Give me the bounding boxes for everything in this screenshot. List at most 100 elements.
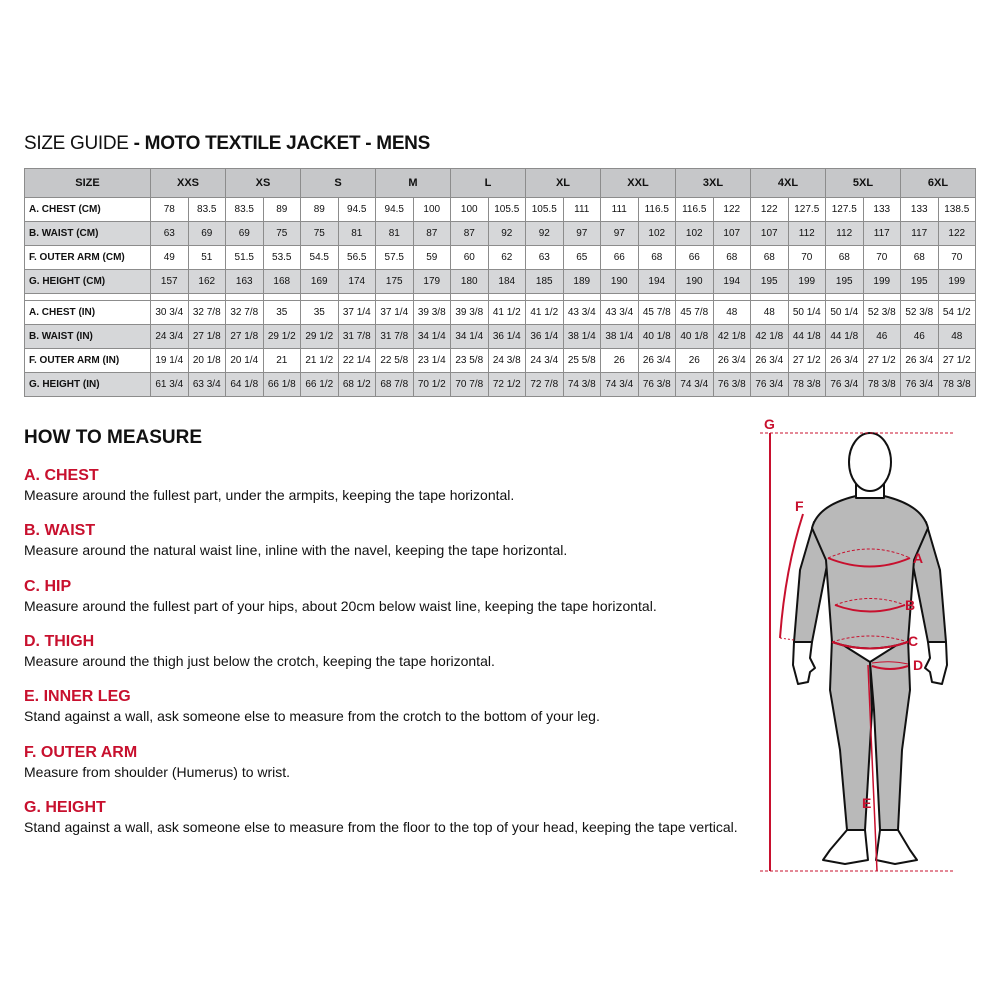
table-cell: 51.5 bbox=[225, 245, 264, 270]
table-cell: 162 bbox=[187, 269, 226, 294]
body-measurement-figure: G F A B C D E bbox=[760, 416, 955, 872]
table-cell: 46 bbox=[900, 324, 939, 349]
size-header-xxs: XXS bbox=[150, 168, 226, 198]
table-cell: 27 1/2 bbox=[937, 348, 976, 373]
table-cell: 102 bbox=[675, 221, 714, 246]
table-cell: 34 1/4 bbox=[450, 324, 489, 349]
measure-text: Measure from shoulder (Humerus) to wrist… bbox=[24, 763, 291, 780]
table-cell: 68 bbox=[637, 245, 676, 270]
measure-section: D. THIGH Measure around the thigh just be… bbox=[24, 633, 495, 670]
table-cell: 189 bbox=[562, 269, 601, 294]
table-cell: 94.5 bbox=[337, 197, 376, 222]
table-cell: 97 bbox=[600, 221, 639, 246]
table-cell: 89 bbox=[300, 197, 339, 222]
table-cell: 157 bbox=[150, 269, 189, 294]
table-cell: 78 3/8 bbox=[787, 372, 826, 397]
table-cell: 45 7/8 bbox=[637, 300, 676, 325]
size-header-6xl: 6XL bbox=[900, 168, 976, 198]
table-cell: 44 1/8 bbox=[825, 324, 864, 349]
table-cell: 22 5/8 bbox=[375, 348, 414, 373]
spacer-cell bbox=[937, 293, 976, 301]
table-cell: 26 3/4 bbox=[712, 348, 751, 373]
table-cell: 105.5 bbox=[487, 197, 526, 222]
measure-text: Measure around the natural waist line, i… bbox=[24, 542, 568, 559]
table-cell: 43 3/4 bbox=[562, 300, 601, 325]
size-header-s: S bbox=[300, 168, 376, 198]
table-cell: 32 7/8 bbox=[225, 300, 264, 325]
measure-title: E. INNER LEG bbox=[24, 688, 131, 706]
table-cell: 169 bbox=[300, 269, 339, 294]
table-cell: 69 bbox=[225, 221, 264, 246]
measure-title: D. THIGH bbox=[24, 632, 95, 650]
title-main: - MOTO TEXTILE JACKET - MENS bbox=[128, 133, 431, 154]
table-cell: 66 bbox=[600, 245, 639, 270]
table-cell: 39 3/8 bbox=[450, 300, 489, 325]
table-cell: 74 3/4 bbox=[675, 372, 714, 397]
table-cell: 78 3/8 bbox=[937, 372, 976, 397]
table-cell: 199 bbox=[787, 269, 826, 294]
table-cell: 116.5 bbox=[675, 197, 714, 222]
spacer-cell bbox=[600, 293, 639, 301]
table-cell: 52 3/8 bbox=[900, 300, 939, 325]
spacer-cell bbox=[900, 293, 939, 301]
table-row: B. WAIST (CM) 63 69 69 75 75 81 81 87 87 92 92 97 97 1… bbox=[24, 221, 976, 246]
table-cell: 112 bbox=[825, 221, 864, 246]
measure-title: C. HIP bbox=[24, 577, 72, 595]
table-cell: 100 bbox=[450, 197, 489, 222]
table-cell: 92 bbox=[525, 221, 564, 246]
spacer-cell bbox=[862, 293, 901, 301]
table-cell: 63 3/4 bbox=[187, 372, 226, 397]
table-row: G. HEIGHT (IN) 61 3/4 63 3/4 64 1/8 66 1/8 66… bbox=[24, 372, 976, 397]
table-cell: 94.5 bbox=[375, 197, 414, 222]
table-row: B. WAIST (IN) 24 3/4 27 1/8 27 1/8 29 1/2 29 … bbox=[24, 324, 976, 349]
table-cell: 41 1/2 bbox=[525, 300, 564, 325]
table-cell: 48 bbox=[750, 300, 789, 325]
measure-section: E. INNER LEG Stand against a wall, ask so… bbox=[24, 688, 600, 725]
table-cell: 31 7/8 bbox=[375, 324, 414, 349]
table-cell: 65 bbox=[562, 245, 601, 270]
table-cell: 38 1/4 bbox=[600, 324, 639, 349]
size-header-xl: XL bbox=[525, 168, 601, 198]
table-cell: 26 3/4 bbox=[637, 348, 676, 373]
right-foot bbox=[875, 829, 918, 865]
measure-title: F. OUTER ARM bbox=[24, 743, 138, 761]
size-header-m: M bbox=[375, 168, 451, 198]
spacer-cell bbox=[225, 293, 264, 301]
table-cell: 163 bbox=[225, 269, 264, 294]
table-cell: 40 1/8 bbox=[675, 324, 714, 349]
table-cell: 66 1/8 bbox=[262, 372, 301, 397]
size-table: SIZE XXS XS S M L XL XXL 3XL 4XL 5XL 6XL A. CHEST (… bbox=[24, 168, 976, 397]
measure-section: G. HEIGHT Stand against a wall, ask someo… bbox=[24, 799, 738, 836]
table-cell: 89 bbox=[262, 197, 301, 222]
measure-text: Measure around the fullest part of your … bbox=[24, 597, 657, 614]
table-cell: 112 bbox=[787, 221, 826, 246]
table-cell: 194 bbox=[712, 269, 751, 294]
table-cell: 66 1/2 bbox=[300, 372, 339, 397]
measure-text: Stand against a wall, ask someone else t… bbox=[24, 708, 600, 725]
table-cell: 195 bbox=[825, 269, 864, 294]
spacer-cell bbox=[375, 293, 414, 301]
table-cell: 179 bbox=[412, 269, 451, 294]
table-cell: 190 bbox=[675, 269, 714, 294]
table-cell: 30 3/4 bbox=[150, 300, 189, 325]
table-cell: 26 bbox=[675, 348, 714, 373]
table-cell: 38 1/4 bbox=[562, 324, 601, 349]
table-cell: 117 bbox=[900, 221, 939, 246]
table-row: A. CHEST (CM) 78 83.5 83.5 89 89 94.5 94.5 100 10… bbox=[24, 197, 976, 222]
measure-title: G. HEIGHT bbox=[24, 798, 106, 816]
table-cell: 83.5 bbox=[187, 197, 226, 222]
table-cell: 133 bbox=[862, 197, 901, 222]
measure-text: Stand against a wall, ask someone else t… bbox=[24, 818, 738, 835]
table-cell: 199 bbox=[937, 269, 976, 294]
row-label: A. CHEST (CM) bbox=[24, 197, 151, 222]
table-cell: 116.5 bbox=[637, 197, 676, 222]
table-cell: 87 bbox=[412, 221, 451, 246]
table-cell: 26 bbox=[600, 348, 639, 373]
table-cell: 42 1/8 bbox=[750, 324, 789, 349]
table-cell: 195 bbox=[750, 269, 789, 294]
label-a: A bbox=[913, 550, 923, 566]
table-cell: 37 1/4 bbox=[337, 300, 376, 325]
table-cell: 68 7/8 bbox=[375, 372, 414, 397]
table-cell: 60 bbox=[450, 245, 489, 270]
table-cell: 24 3/4 bbox=[150, 324, 189, 349]
